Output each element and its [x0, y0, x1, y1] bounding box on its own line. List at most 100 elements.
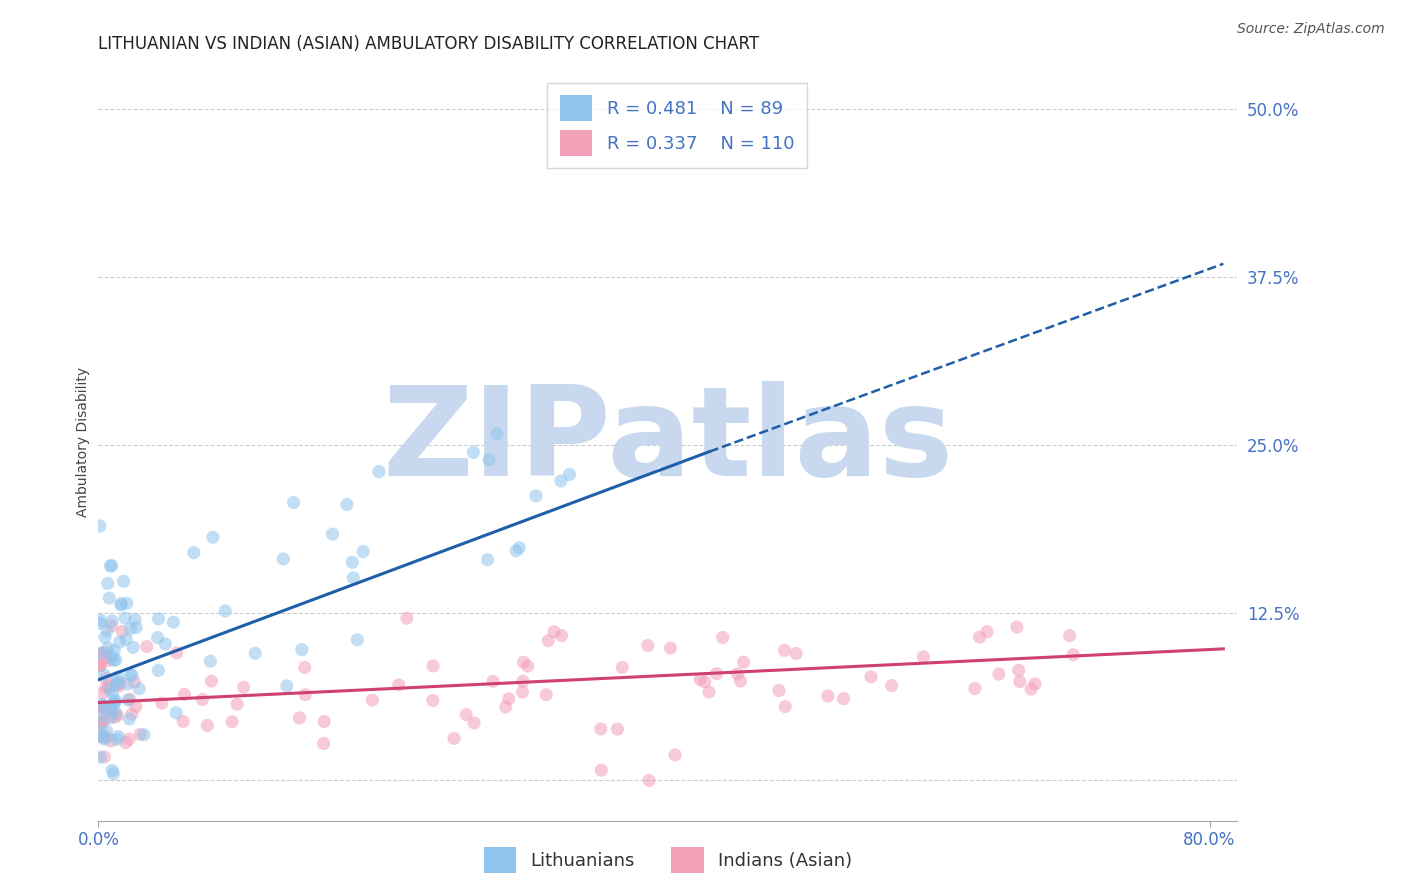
Point — [97, 576, 120, 591]
Point — [162, 615, 184, 630]
Point — [817, 689, 839, 703]
Point — [664, 747, 686, 762]
Point — [105, 677, 128, 691]
Point — [352, 544, 374, 558]
Point — [1062, 648, 1084, 662]
Point — [104, 695, 127, 709]
Point — [100, 734, 122, 748]
Point — [534, 688, 557, 702]
Point — [463, 445, 485, 459]
Point — [98, 701, 121, 715]
Point — [342, 571, 364, 585]
Point — [1019, 681, 1042, 696]
Point — [93, 668, 115, 682]
Point — [456, 707, 478, 722]
Point — [768, 683, 790, 698]
Point — [110, 598, 132, 612]
Legend: Lithuanians, Indians (Asian): Lithuanians, Indians (Asian) — [477, 840, 859, 880]
Point — [273, 552, 295, 566]
Point — [172, 714, 194, 729]
Point — [104, 706, 127, 720]
Point — [612, 660, 634, 674]
Point — [94, 631, 117, 645]
Point — [111, 624, 134, 639]
Point — [361, 693, 384, 707]
Point — [91, 697, 114, 711]
Point — [183, 546, 205, 560]
Point — [118, 712, 141, 726]
Point — [221, 714, 243, 729]
Point — [118, 692, 141, 706]
Point — [283, 495, 305, 509]
Point — [1008, 663, 1031, 677]
Point — [101, 614, 124, 628]
Point — [96, 724, 118, 739]
Point — [108, 635, 131, 649]
Point — [125, 620, 148, 634]
Point — [89, 613, 111, 627]
Point — [100, 707, 122, 722]
Point — [98, 711, 121, 725]
Point — [195, 718, 218, 732]
Point — [107, 730, 129, 744]
Point — [89, 658, 111, 673]
Point — [96, 699, 118, 714]
Point — [637, 639, 659, 653]
Point — [101, 687, 124, 701]
Point — [880, 679, 903, 693]
Text: Source: ZipAtlas.com: Source: ZipAtlas.com — [1237, 22, 1385, 37]
Point — [89, 646, 111, 660]
Point — [245, 646, 267, 660]
Point — [773, 643, 796, 657]
Point — [727, 667, 749, 681]
Text: LITHUANIAN VS INDIAN (ASIAN) AMBULATORY DISABILITY CORRELATION CHART: LITHUANIAN VS INDIAN (ASIAN) AMBULATORY … — [98, 35, 759, 53]
Point — [89, 659, 111, 673]
Point — [128, 681, 150, 696]
Point — [91, 647, 114, 661]
Point — [689, 673, 711, 687]
Point — [94, 672, 117, 686]
Point — [200, 654, 222, 668]
Point — [226, 697, 249, 711]
Point — [537, 633, 560, 648]
Point — [963, 681, 986, 696]
Point — [89, 750, 111, 764]
Point — [105, 675, 128, 690]
Point — [638, 773, 661, 788]
Point — [485, 426, 508, 441]
Point — [969, 630, 991, 644]
Point — [105, 708, 128, 723]
Point — [443, 731, 465, 746]
Point — [543, 624, 565, 639]
Point — [322, 527, 344, 541]
Point — [103, 697, 125, 711]
Point — [711, 631, 734, 645]
Point — [114, 611, 136, 625]
Point — [108, 679, 131, 693]
Point — [346, 632, 368, 647]
Point — [124, 612, 146, 626]
Point — [495, 699, 517, 714]
Point — [987, 667, 1010, 681]
Point — [110, 675, 132, 690]
Point — [94, 681, 117, 695]
Point — [112, 574, 135, 589]
Point — [107, 670, 129, 684]
Point — [89, 519, 111, 533]
Point — [115, 632, 138, 647]
Point — [912, 649, 935, 664]
Point — [100, 619, 122, 633]
Point — [232, 680, 254, 694]
Point — [508, 541, 530, 555]
Point — [129, 727, 152, 741]
Point — [505, 544, 527, 558]
Point — [524, 489, 547, 503]
Point — [477, 552, 499, 566]
Point — [550, 474, 572, 488]
Point — [150, 696, 173, 710]
Point — [115, 736, 138, 750]
Point — [101, 649, 124, 664]
Point — [1024, 677, 1046, 691]
Point — [773, 699, 796, 714]
Point — [105, 678, 128, 692]
